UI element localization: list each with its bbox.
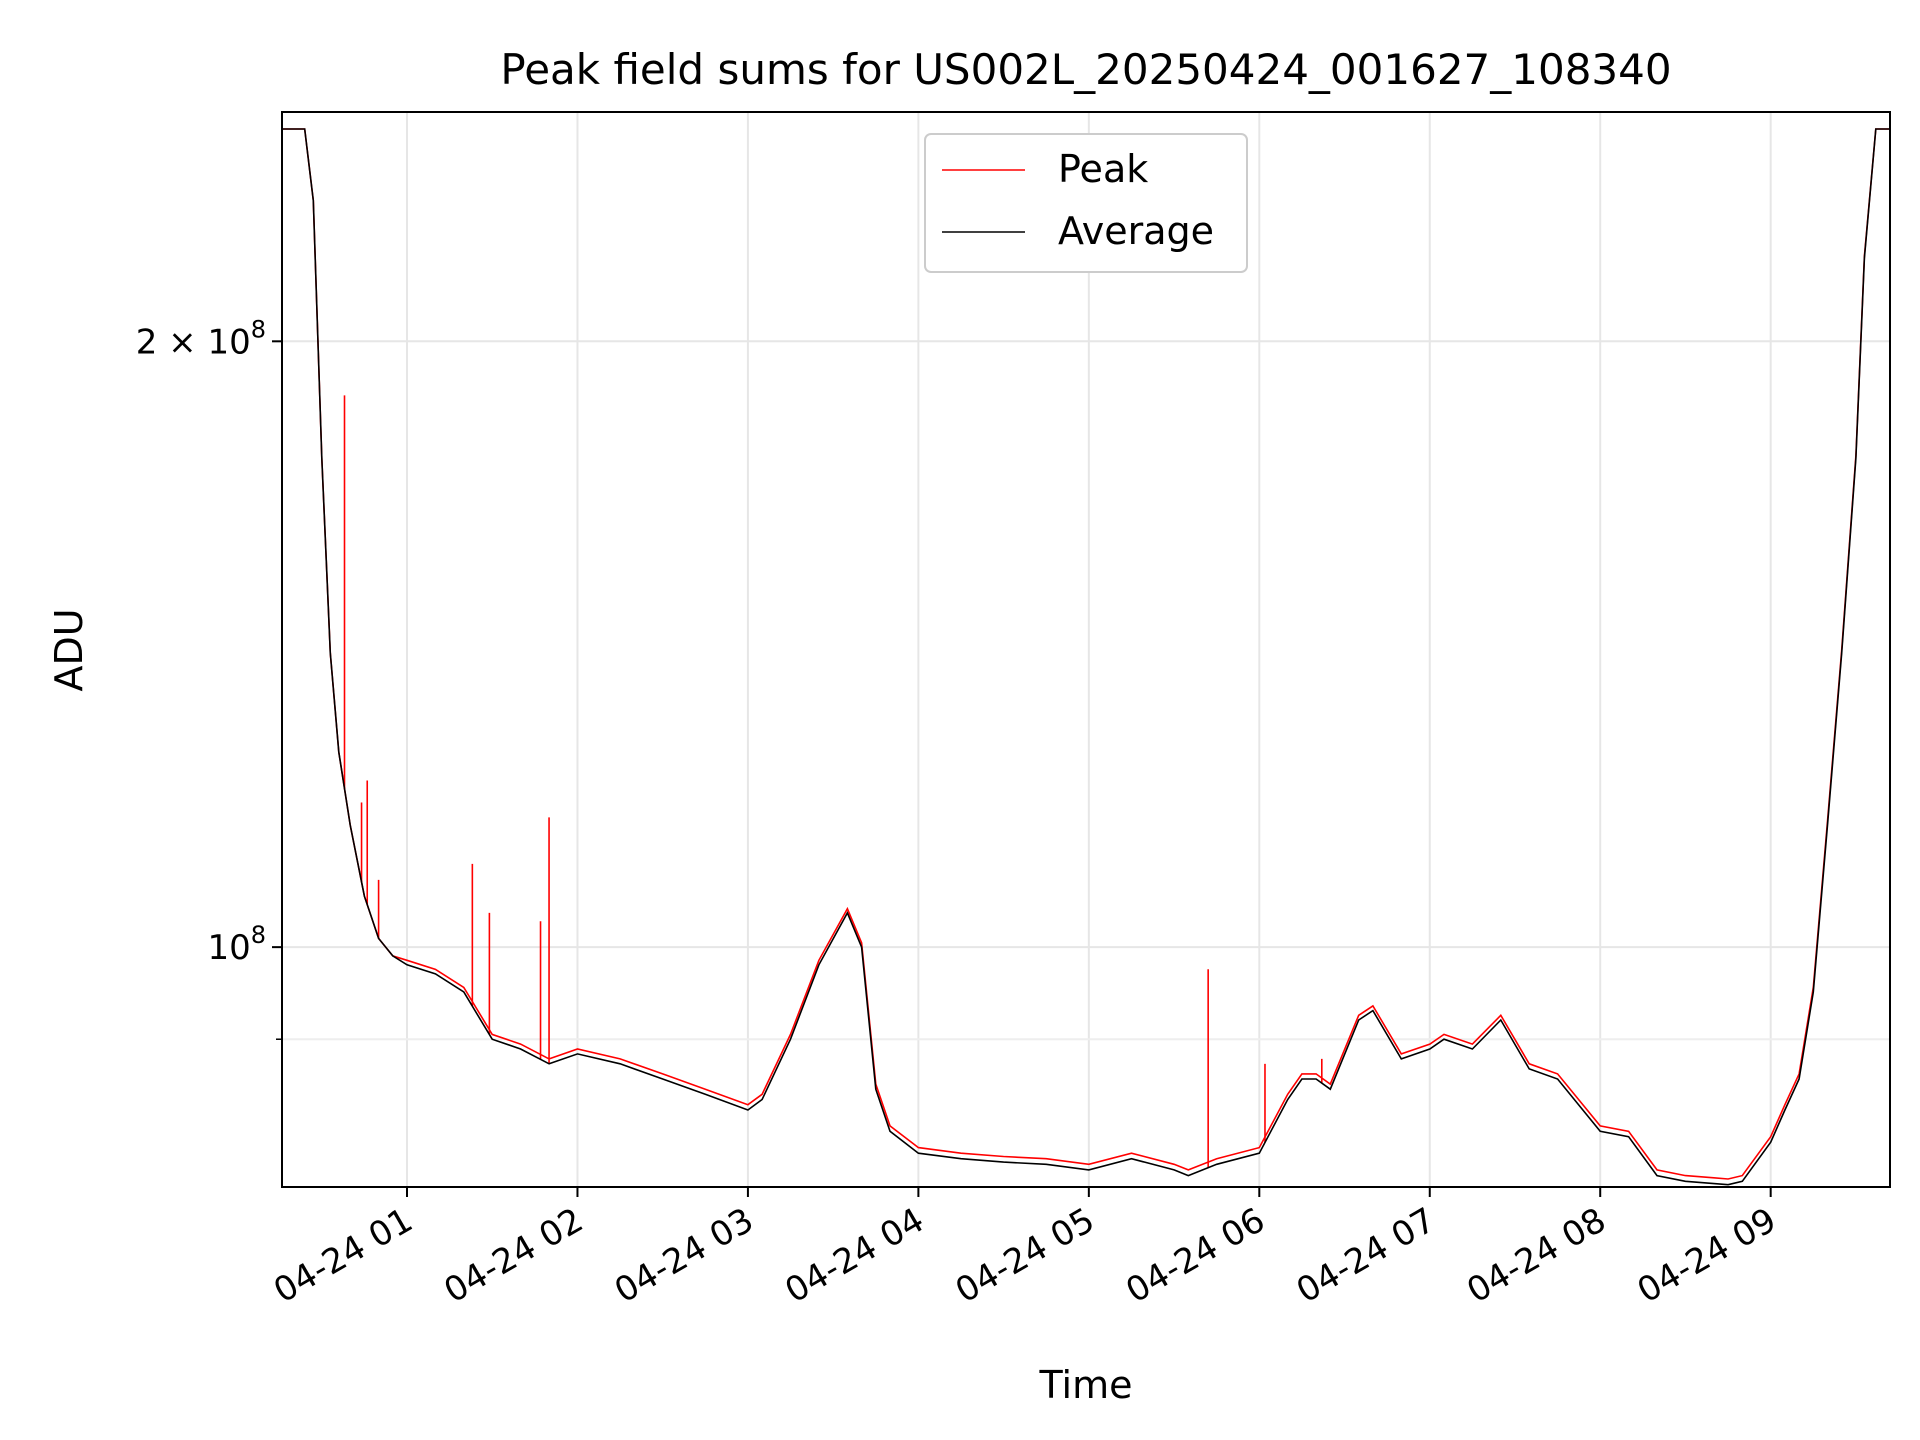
x-axis: 04-24 01 04-24 02 04-24 03 04-24 04 04-24 05… bbox=[267, 1187, 1783, 1311]
x-axis-label: Time bbox=[1039, 1363, 1133, 1407]
series-layer bbox=[282, 128, 1890, 1186]
legend: Peak Average bbox=[924, 133, 1248, 273]
legend-average-label: Average bbox=[1058, 209, 1214, 253]
y-tick-label: 108 bbox=[207, 921, 266, 968]
x-tick-label: 04-24 09 bbox=[1631, 1200, 1783, 1311]
x-tick-label: 04-24 02 bbox=[438, 1200, 590, 1311]
x-tick-label: 04-24 04 bbox=[778, 1200, 930, 1311]
y-tick-exponent: 8 bbox=[251, 921, 266, 949]
grid bbox=[282, 112, 1890, 1187]
y-tick-label: 2 × 108 bbox=[136, 315, 266, 362]
legend-peak-label: Peak bbox=[1058, 147, 1148, 191]
y-axis: 2 × 108 108 bbox=[136, 315, 282, 1040]
chart-title: Peak field sums for US002L_20250424_0016… bbox=[500, 45, 1671, 94]
x-tick-label: 04-24 01 bbox=[267, 1200, 419, 1311]
legend-box bbox=[924, 133, 1248, 273]
y-tick-exponent: 8 bbox=[251, 315, 266, 343]
x-tick-label: 04-24 05 bbox=[949, 1200, 1101, 1311]
y-axis-label: ADU bbox=[47, 608, 91, 691]
y-tick-mantissa: 2 × bbox=[136, 322, 208, 362]
peak-series-line bbox=[282, 128, 1890, 1180]
x-tick-label: 04-24 03 bbox=[608, 1200, 760, 1311]
x-tick-label: 04-24 08 bbox=[1460, 1200, 1612, 1311]
plot-frame bbox=[281, 111, 1891, 1188]
x-tick-label: 04-24 07 bbox=[1290, 1200, 1442, 1311]
average-series-line bbox=[282, 128, 1890, 1186]
x-tick-label: 04-24 06 bbox=[1119, 1200, 1271, 1311]
